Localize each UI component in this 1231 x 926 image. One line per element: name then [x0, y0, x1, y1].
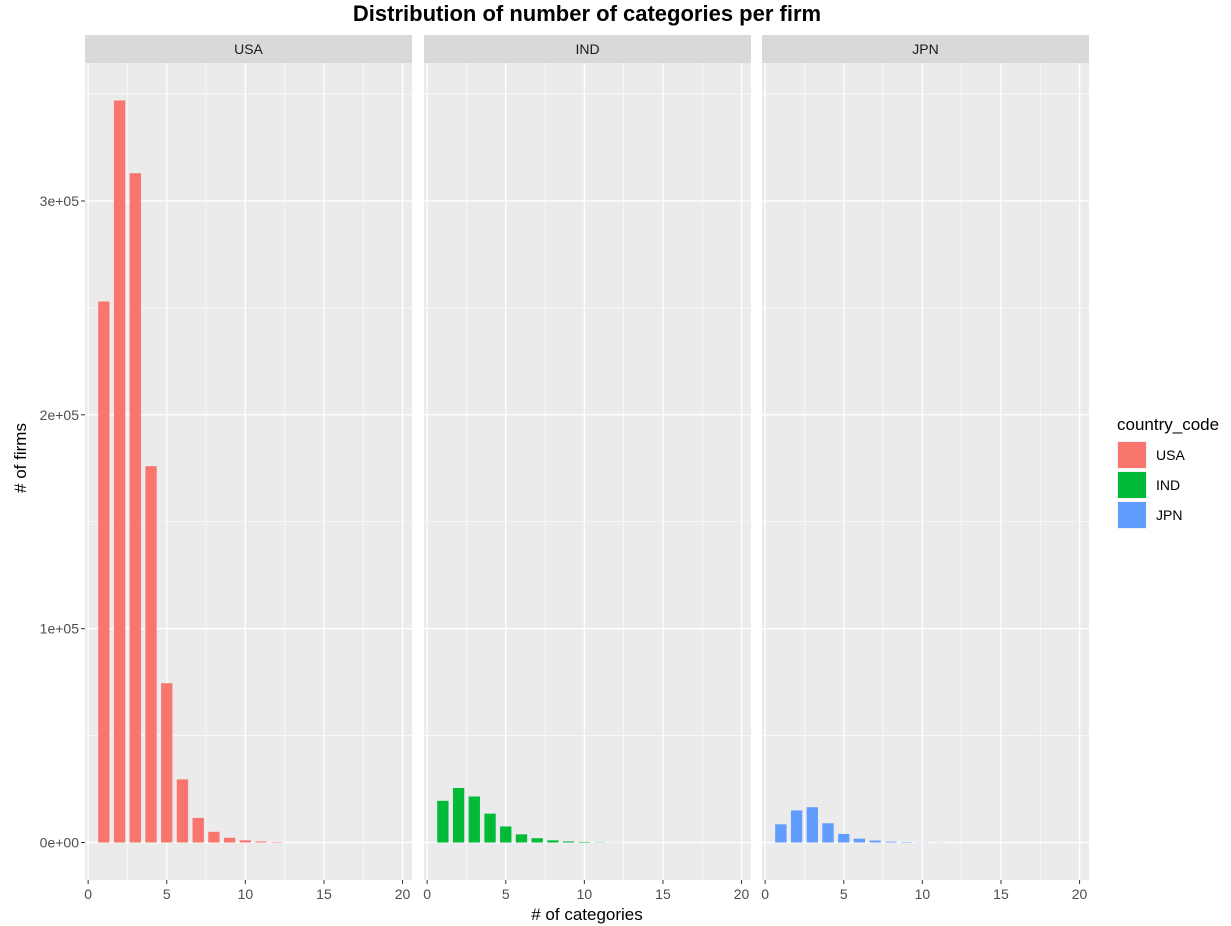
bar-usa-4 [145, 466, 157, 843]
bar-ind-4 [484, 813, 496, 843]
bar-usa-9 [223, 837, 236, 843]
bar-ind-7 [531, 838, 543, 843]
legend-label-ind: IND [1156, 477, 1180, 493]
bar-ind-5 [500, 826, 512, 843]
bar-jpn-6 [853, 838, 866, 843]
x-tick-label: 5 [840, 886, 848, 902]
x-tick-label: 10 [915, 886, 931, 902]
y-axis: 0e+00 1e+05 2e+05 3e+05 [40, 193, 85, 851]
chart-title: Distribution of number of categories per… [353, 1, 821, 26]
panel-background [762, 63, 1089, 880]
bar-ind-6 [515, 834, 528, 843]
bar-ind-8 [547, 840, 559, 843]
x-tick-label: 15 [316, 886, 332, 902]
x-tick-label: 20 [1072, 886, 1088, 902]
bar-ind-2 [452, 787, 465, 843]
x-tick-label: 15 [993, 886, 1009, 902]
bar-usa-8 [208, 831, 220, 843]
bar-ind-9 [562, 841, 575, 843]
facet-strip-label-usa: USA [234, 41, 263, 57]
bar-jpn-4 [822, 823, 834, 843]
x-tick-label: 5 [502, 886, 510, 902]
panel-usa: USA 0 5 10 15 20 [84, 35, 412, 902]
bar-ind-3 [468, 796, 480, 843]
y-tick-label: 3e+05 [40, 193, 80, 209]
bar-jpn-3 [806, 807, 818, 843]
facet-panels: USA 0 5 10 15 20 IND 0 5 10 15 20 JPN 0 5 10 15 20 [84, 35, 1089, 902]
x-tick-label: 20 [734, 886, 750, 902]
bar-jpn-2 [790, 810, 803, 843]
y-tick-label: 1e+05 [40, 621, 80, 637]
bar-jpn-1 [775, 824, 787, 843]
x-tick-label: 0 [423, 886, 431, 902]
y-tick-label: 2e+05 [40, 407, 80, 423]
x-tick-label: 20 [395, 886, 411, 902]
x-tick-label: 0 [761, 886, 769, 902]
x-tick-label: 0 [84, 886, 92, 902]
bar-jpn-7 [869, 840, 881, 843]
facet-strip-ind [424, 35, 751, 63]
x-tick-label: 5 [163, 886, 171, 902]
facet-strip-jpn [762, 35, 1089, 63]
bar-usa-10 [239, 840, 252, 843]
legend-swatch-jpn [1118, 502, 1146, 528]
bar-ind-10 [578, 841, 591, 843]
bar-usa-2 [113, 100, 126, 843]
bar-jpn-5 [838, 833, 850, 843]
bar-usa-11 [255, 841, 267, 843]
legend-title: country_code [1117, 415, 1219, 434]
x-tick-label: 10 [577, 886, 593, 902]
bar-jpn-8 [885, 841, 897, 843]
y-axis-title: # of firms [11, 423, 30, 493]
x-tick-label: 10 [238, 886, 254, 902]
x-axis-title: # of categories [531, 905, 643, 924]
panel-ind: IND 0 5 10 15 20 [423, 35, 751, 902]
bar-usa-7 [192, 817, 204, 843]
legend: country_code USA IND JPN [1117, 415, 1219, 529]
y-tick-label: 0e+00 [40, 835, 80, 851]
bar-usa-5 [161, 683, 173, 843]
facet-strip-usa [85, 35, 412, 63]
panel-background [424, 63, 751, 880]
facet-strip-label-ind: IND [575, 41, 599, 57]
bar-usa-3 [129, 173, 141, 843]
legend-label-usa: USA [1156, 447, 1185, 463]
bar-usa-1 [98, 301, 110, 843]
bar-ind-1 [437, 800, 449, 843]
legend-swatch-ind [1118, 472, 1146, 498]
bar-usa-6 [176, 779, 189, 843]
legend-swatch-usa [1118, 442, 1146, 468]
legend-label-jpn: JPN [1156, 507, 1182, 523]
facet-strip-label-jpn: JPN [912, 41, 938, 57]
panel-jpn: JPN 0 5 10 15 20 [761, 35, 1089, 902]
x-tick-label: 15 [655, 886, 671, 902]
